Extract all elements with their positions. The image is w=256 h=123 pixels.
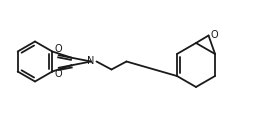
Text: O: O xyxy=(210,30,218,39)
Text: O: O xyxy=(55,69,62,79)
Text: O: O xyxy=(55,44,62,54)
Text: N: N xyxy=(87,56,95,67)
